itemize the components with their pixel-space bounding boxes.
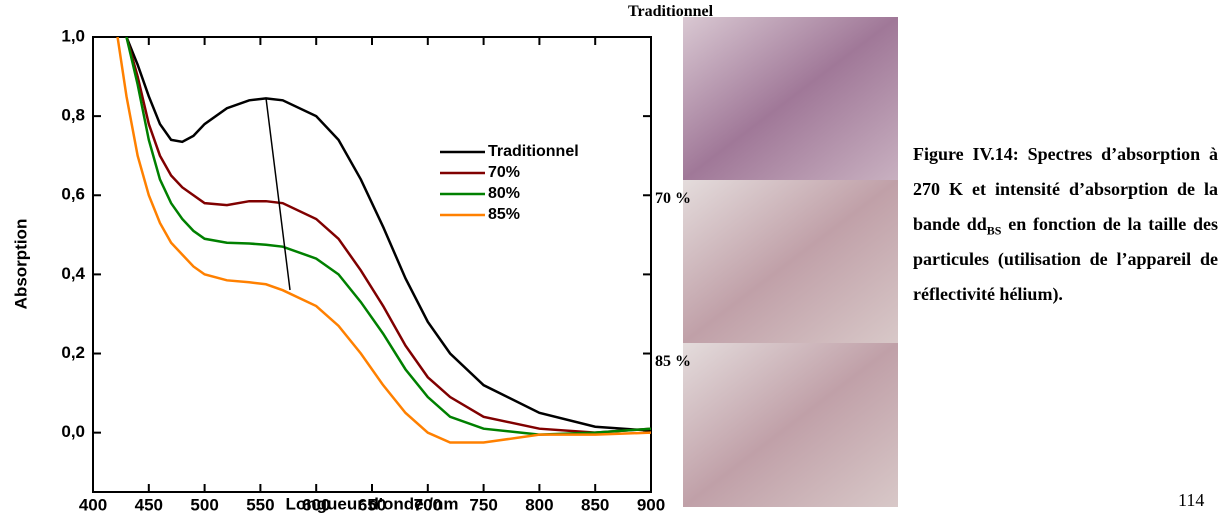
- photo: [683, 17, 898, 180]
- x-tick-label: 750: [469, 495, 497, 514]
- data-line: [125, 37, 651, 436]
- y-tick-label: 0,2: [61, 343, 85, 362]
- x-tick-label: 650: [358, 495, 386, 514]
- legend-label: 70%: [488, 164, 520, 181]
- caption-text: Figure IV.14: Spectres d’absorption à 27…: [913, 144, 1218, 234]
- x-tick-label: 450: [135, 495, 163, 514]
- trend-line: [265, 97, 291, 291]
- x-tick-label: 850: [581, 495, 609, 514]
- y-tick-label: 0,6: [61, 185, 85, 204]
- legend-label: 85%: [488, 206, 520, 223]
- x-axis-label: Longueur d'onde /nm: [285, 494, 458, 513]
- plot-frame: [92, 36, 652, 493]
- x-tick-label: 550: [246, 495, 274, 514]
- x-tick-label: 700: [414, 495, 442, 514]
- data-line: [116, 37, 651, 444]
- photo-label: Traditionnel: [628, 3, 714, 20]
- photo-label: 85 %: [655, 353, 691, 370]
- legend-label: Traditionnel: [488, 143, 579, 160]
- caption: Figure IV.14: Spectres d’absorption à 27…: [913, 137, 1218, 312]
- y-tick-label: 0,0: [61, 422, 85, 441]
- data-line: [125, 37, 651, 434]
- x-tick-label: 900: [637, 495, 665, 514]
- legend-label: 80%: [488, 185, 520, 202]
- page-number: 114: [1178, 490, 1205, 510]
- photo-label: 70 %: [655, 190, 691, 207]
- caption-text: en fonction de la taille des particules …: [913, 214, 1218, 304]
- x-tick-label: 600: [302, 495, 330, 514]
- photo: [683, 180, 898, 343]
- y-tick-label: 0,4: [61, 264, 85, 283]
- caption-subscript: BS: [986, 223, 1002, 238]
- x-tick-label: 400: [79, 495, 107, 514]
- y-axis-label: Absorption: [11, 219, 30, 310]
- y-tick-label: 0,8: [61, 106, 85, 125]
- data-line: [125, 37, 651, 432]
- y-tick-label: 1,0: [61, 26, 85, 45]
- x-tick-label: 500: [190, 495, 218, 514]
- photo: [683, 343, 898, 507]
- x-tick-label: 800: [525, 495, 553, 514]
